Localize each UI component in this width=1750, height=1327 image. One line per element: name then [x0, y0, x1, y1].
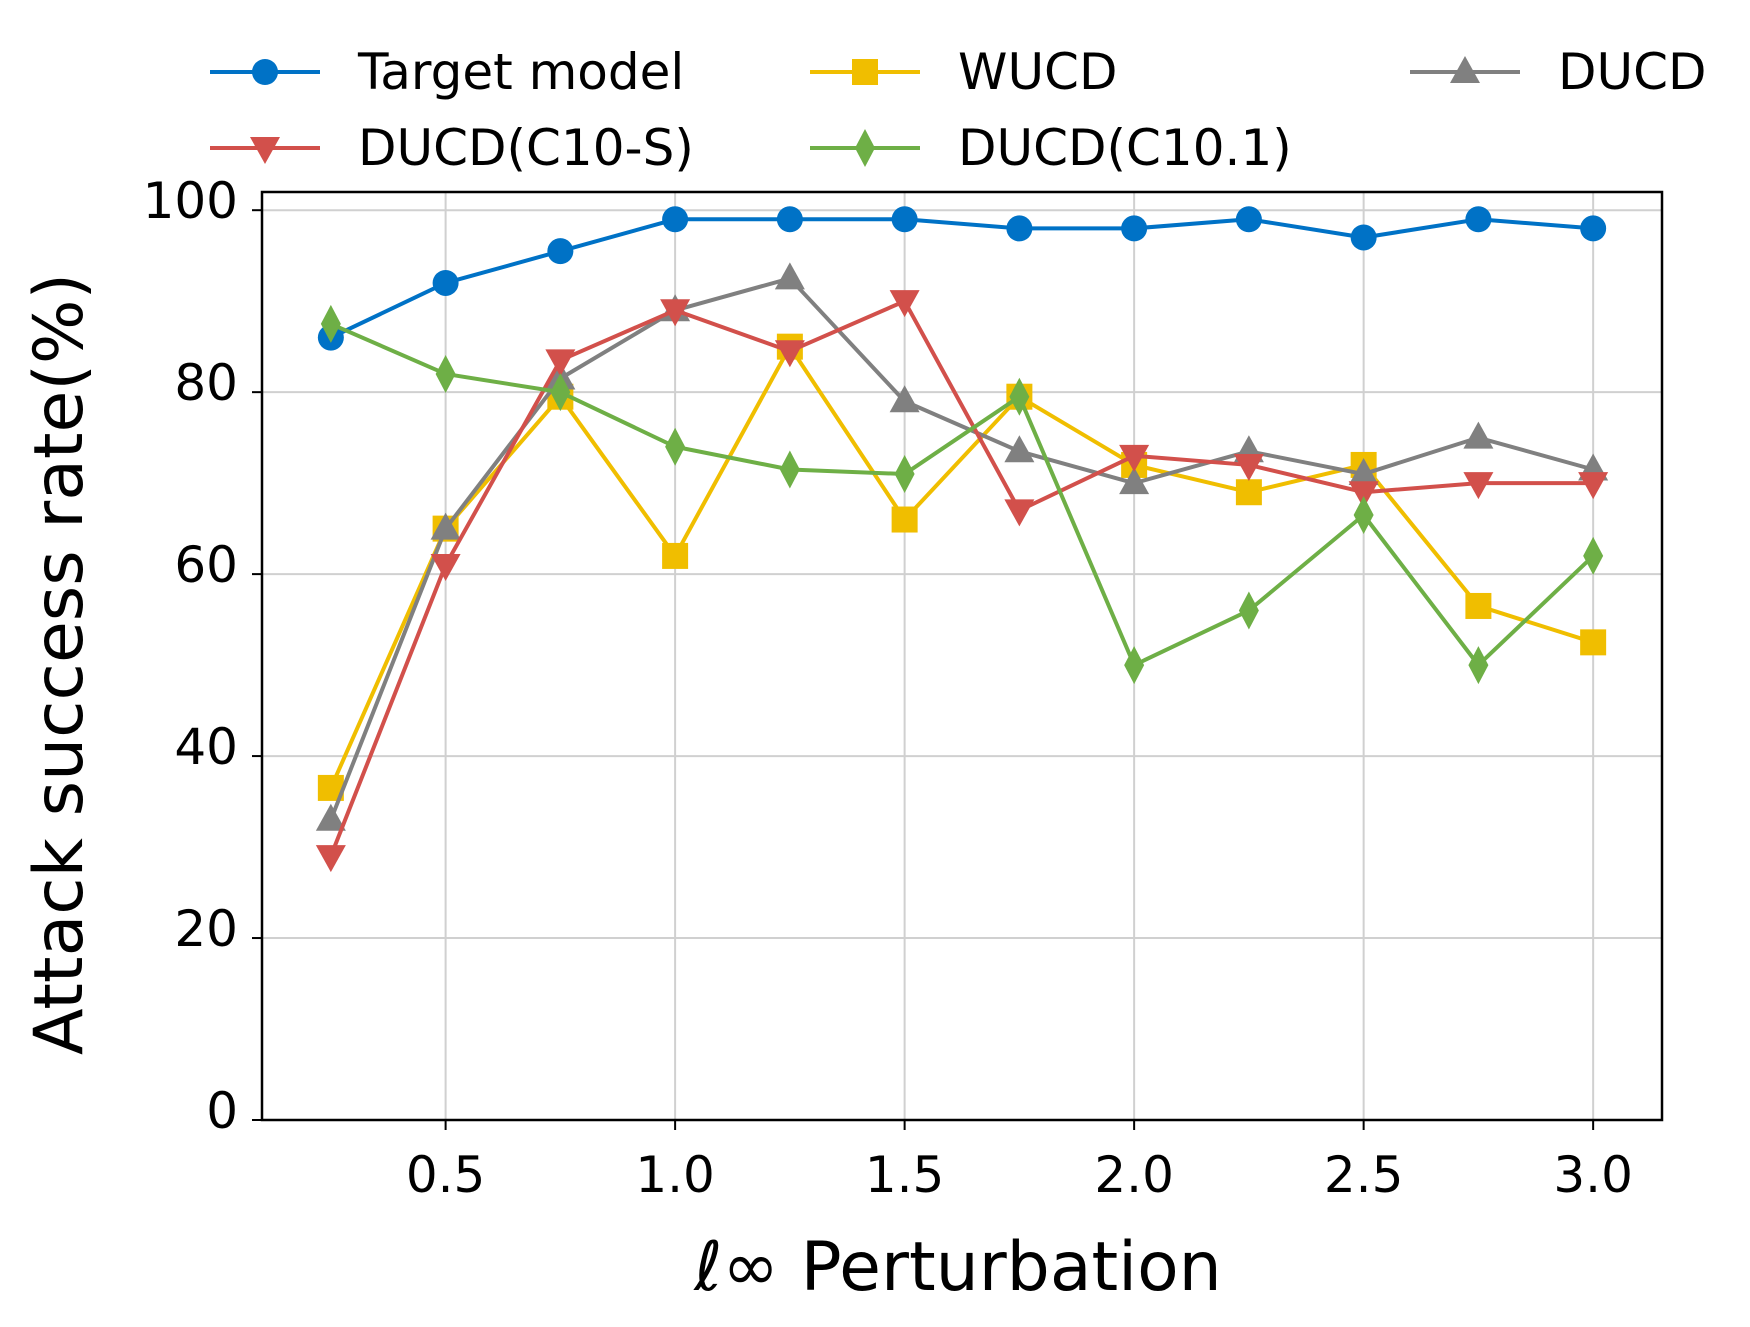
x-axis-ticks: 0.5 1.0 1.5 2.0 2.5 3.0: [406, 1120, 1633, 1204]
x-tick-label: 3.0: [1553, 1146, 1633, 1204]
data-point: [1463, 472, 1494, 500]
data-point: [1119, 444, 1150, 472]
data-point: [776, 206, 803, 233]
data-point: [435, 354, 456, 393]
data-point: [430, 512, 461, 540]
legend-item: DUCD(C10-S): [210, 119, 694, 177]
y-tick-label: 60: [174, 536, 238, 594]
data-point: [1468, 646, 1489, 685]
x-tick-label: 1.0: [635, 1146, 715, 1204]
legend-label: DUCD(C10.1): [958, 119, 1292, 177]
data-point: [1583, 536, 1604, 575]
data-point: [1348, 458, 1379, 486]
y-tick-label: 0: [206, 1082, 238, 1140]
data-point: [660, 299, 691, 327]
data-point: [1238, 591, 1259, 630]
data-point: [545, 349, 576, 377]
legend-item: DUCD(C10.1): [810, 119, 1292, 177]
legend-item: DUCD: [1410, 43, 1707, 101]
series-ducd-c10-s: [315, 290, 1609, 873]
y-tick-label: 80: [174, 354, 238, 412]
data-point: [547, 238, 574, 265]
legend-item: WUCD: [810, 43, 1117, 101]
plot-frame: [260, 190, 1664, 1122]
data-point: [1463, 421, 1494, 449]
data-point: [550, 373, 571, 412]
y-tick-label: 40: [174, 718, 238, 776]
legend-marker: [1450, 56, 1480, 83]
data-point: [1124, 646, 1145, 685]
series-ducd-c10-1: [320, 304, 1604, 685]
series-line: [329, 344, 1594, 789]
data-point: [1233, 453, 1264, 481]
plot-border: [260, 190, 1664, 1122]
data-point: [1121, 215, 1148, 242]
legend-marker: [852, 59, 878, 85]
data-point: [1009, 377, 1030, 416]
data-point: [1465, 592, 1492, 619]
y-tick-label: 100: [143, 172, 238, 230]
data-point: [1580, 629, 1607, 656]
series-line: [329, 217, 1594, 340]
data-point: [1578, 472, 1609, 500]
series-line: [330, 322, 1595, 668]
data-point: [315, 845, 346, 873]
legend-item: Target model: [210, 43, 684, 101]
data-point: [1348, 481, 1379, 509]
x-tick-label: 2.0: [1094, 1146, 1174, 1204]
data-point: [1353, 495, 1374, 534]
legend-marker: [855, 129, 875, 167]
data-point: [1235, 479, 1262, 506]
data-point: [1119, 467, 1150, 495]
data-point: [891, 506, 918, 533]
data-point: [1235, 206, 1262, 233]
data-point: [432, 269, 459, 296]
y-axis-ticks: 0 20 40 60 80 100: [143, 172, 262, 1140]
series-line: [328, 276, 1594, 821]
series-target-model: [317, 206, 1607, 351]
grid-lines: [262, 192, 1662, 1121]
data-point: [774, 262, 805, 290]
data-point: [1465, 206, 1492, 233]
series-ducd: [315, 262, 1609, 831]
data-point: [430, 554, 461, 582]
x-tick-label: 0.5: [406, 1146, 486, 1204]
x-tick-label: 2.5: [1324, 1146, 1404, 1204]
data-point: [779, 450, 800, 489]
data-point: [889, 385, 920, 413]
y-tick-label: 20: [174, 900, 238, 958]
legend-marker: [250, 137, 280, 164]
data-point: [1004, 435, 1035, 463]
x-tick-label: 1.5: [865, 1146, 945, 1204]
legend: Target model WUCD DUCD DUCD(C10-S) DUCD(C10.…: [210, 43, 1707, 177]
data-point: [774, 340, 805, 368]
series-line: [328, 299, 1594, 857]
legend-label: DUCD(C10-S): [358, 119, 694, 177]
data-point: [665, 427, 686, 466]
series-layer: [315, 206, 1609, 873]
legend-label: DUCD: [1558, 43, 1707, 101]
data-point: [1006, 215, 1033, 242]
data-point: [891, 206, 918, 233]
data-point: [1580, 215, 1607, 242]
data-point: [1004, 499, 1035, 527]
data-point: [320, 304, 341, 343]
data-point: [662, 542, 689, 569]
legend-label: WUCD: [958, 43, 1117, 101]
data-point: [662, 206, 689, 233]
data-point: [889, 290, 920, 318]
x-axis-label: ℓ∞ Perturbation: [693, 1228, 1222, 1307]
data-point: [1350, 224, 1377, 251]
legend-marker: [252, 59, 278, 85]
data-point: [894, 455, 915, 494]
y-axis-label: Attack success rate(%): [20, 273, 99, 1055]
legend-label: Target model: [357, 43, 684, 101]
data-point: [315, 803, 346, 831]
